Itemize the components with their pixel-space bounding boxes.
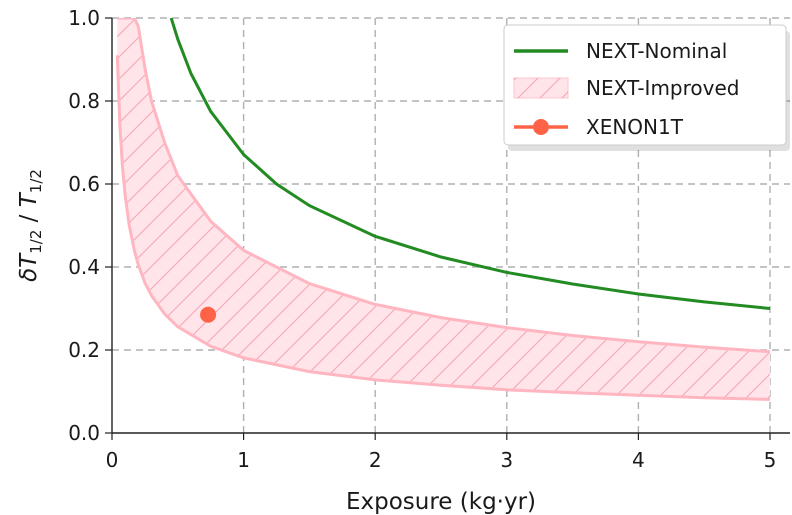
- legend-box: [503, 24, 787, 146]
- y-tick-label: 0.8: [68, 89, 100, 113]
- y-tick-label: 0.2: [68, 338, 100, 362]
- y-tick-label: 0.6: [68, 172, 100, 196]
- legend-label-nominal: NEXT-Nominal: [586, 39, 727, 63]
- x-axis-label: Exposure (kg·yr): [346, 489, 536, 515]
- y-label-slash: /: [16, 207, 42, 229]
- legend-swatch-xenon-marker: [533, 119, 549, 135]
- legend-label-xenon: XENON1T: [586, 115, 684, 139]
- data-point-xenon1t: [200, 306, 217, 323]
- plot-area: [115, 18, 771, 401]
- x-tick-label: 1: [237, 448, 250, 472]
- y-tick-label: 0.4: [68, 255, 100, 279]
- legend-swatch-improved-hatch: [514, 78, 568, 98]
- y-label-t1: T: [16, 252, 42, 268]
- y-label-t2: T: [16, 191, 42, 207]
- y-axis-label: δT1/2 / T1/2: [16, 169, 45, 282]
- y-label-delta: δ: [16, 268, 42, 282]
- series-line-next-nominal: [169, 18, 771, 310]
- legend-label-improved: NEXT-Improved: [586, 76, 739, 100]
- band-upper-edge: [117, 18, 771, 354]
- x-tick-label: 4: [632, 448, 645, 472]
- legend: NEXT-Nominal NEXT-Improved XENON1T: [503, 24, 790, 151]
- band-lower-edge: [115, 55, 771, 401]
- y-label-sub2: 1/2: [27, 169, 45, 193]
- x-tick-label: 2: [369, 448, 382, 472]
- band-hatch: [117, 18, 771, 400]
- y-tick-label: 1.0: [68, 6, 100, 30]
- x-tick-label: 5: [764, 448, 777, 472]
- y-tick-label: 0.0: [68, 421, 100, 445]
- ticks: 0 1 2 3 4 5 0.0 0.2 0.4 0.6 0.8 1.0: [68, 6, 776, 472]
- x-tick-label: 0: [106, 448, 119, 472]
- y-label-sub1: 1/2: [27, 230, 45, 254]
- axes: [111, 18, 790, 434]
- x-tick-label: 3: [500, 448, 513, 472]
